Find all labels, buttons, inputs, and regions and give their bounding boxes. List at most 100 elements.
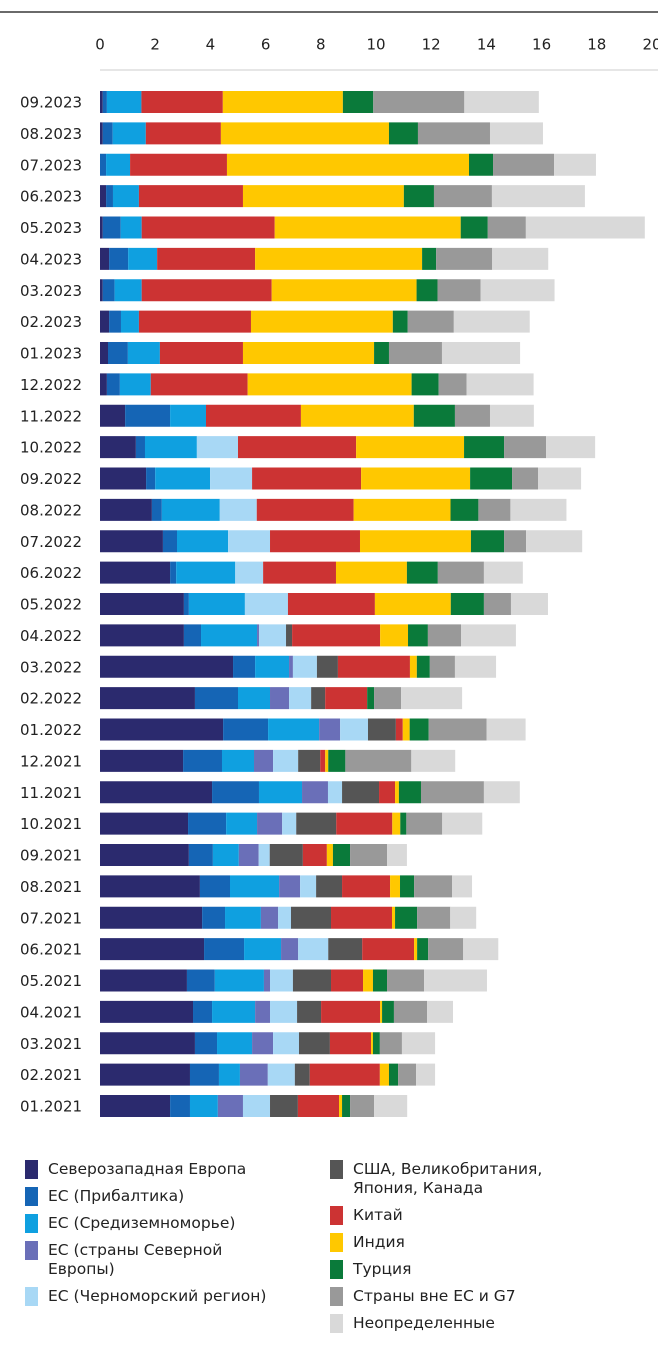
bar-segment [393,1000,428,1023]
bar-segment [135,436,145,459]
bar-segment [100,938,205,961]
bar-segment [411,373,439,396]
bar-segment [398,1063,417,1086]
bar-segment [483,781,520,804]
bar-segment [311,687,326,710]
bar-segment [327,781,343,804]
bar-segment [407,310,454,333]
bar-segment [320,749,326,772]
bar-segment [186,969,215,992]
bar-segment [374,687,402,710]
bar-segment [395,906,418,929]
bar-segment [436,247,493,270]
bar-segment [100,467,147,490]
bar-segment [244,593,288,615]
bar-segment [170,1095,190,1117]
bar-segment [392,906,396,929]
legend-swatch [330,1287,343,1306]
bar-segment [100,875,200,898]
bar-segment [441,342,521,364]
bar-segment [100,906,203,929]
bar-segment [339,1095,343,1117]
bar-segment [127,342,160,364]
bar-segment [286,624,293,647]
bar-segment [102,279,115,302]
y-tick-label: 01.2023 [20,345,82,363]
bar-segment [225,906,261,929]
bar-segment [238,436,357,459]
bar-segment [390,875,401,898]
y-tick-label: 04.2021 [20,1003,82,1021]
bar-segment [326,844,333,866]
y-tick-label: 01.2021 [20,1098,82,1116]
bar-segment [222,91,343,113]
x-tick-label: 16 [532,36,551,54]
y-tick-label: 09.2022 [20,470,82,488]
bar-segment [221,749,255,772]
bar-segment [422,247,437,270]
legend-item: Страны вне ЕС и G7 [330,1287,603,1306]
bar-segment [316,655,338,678]
bar-segment [270,687,290,710]
bar-segment [119,373,151,396]
legend-swatch [25,1241,38,1260]
y-tick-label: 07.2021 [20,909,82,927]
bar-segment [403,185,434,208]
bar-segment [260,906,279,929]
y-tick-label: 10.2022 [20,439,82,457]
bar-segment [374,1095,408,1117]
bar-segment [361,467,471,490]
bar-segment [336,812,393,835]
bar-segment [463,938,499,961]
bar-segment [100,1063,190,1086]
bar-segment [202,906,226,929]
bar-segment [130,153,227,176]
bar-segment [289,655,293,678]
bar-segment [183,749,222,772]
legend-swatch [25,1287,38,1306]
legend: США, Великобритания, Япония, Канада Китай… [330,1160,603,1341]
bar-segment [402,718,410,741]
bar-segment [256,498,354,521]
x-tick-label: 18 [587,36,606,54]
bar-segment [417,906,451,929]
bar-segment [429,655,455,678]
bar-segment [235,561,264,584]
bar-segment [161,498,220,521]
bar-segment [388,122,418,145]
bar-segment [220,122,389,145]
bar-segment [554,153,596,176]
bar-segment [250,310,393,333]
bar-segment [144,436,197,459]
bar-segment [114,279,142,302]
bar-segment [239,1063,268,1086]
bar-segment [100,718,224,741]
bar-segment [298,938,329,961]
bar-segment [290,906,332,929]
bar-segment [337,655,410,678]
bar-segment [427,1000,454,1023]
bar-segment [401,1032,436,1055]
bar-segment [100,498,152,521]
bar-segment [416,279,438,302]
y-tick-label: 07.2023 [20,156,82,174]
bar-segment [100,185,107,208]
bar-segment [504,436,547,459]
bar-segment [238,844,259,866]
bar-segment [342,781,380,804]
y-tick-label: 02.2022 [20,690,82,708]
legend-item: Турция [330,1260,603,1279]
bar-segment [332,844,351,866]
bar-segment [406,561,438,584]
bar-segment [279,875,301,898]
bar-segment [297,1095,340,1117]
bar-segment [278,906,291,929]
bar-segment [151,498,162,521]
bar-segment [302,844,327,866]
bar-segment [452,875,473,898]
bar-segment [269,844,303,866]
bar-segment [100,812,189,835]
bar-segment [454,404,490,427]
legend-item: Неопределенные [330,1314,603,1333]
bar-segment [100,122,103,145]
